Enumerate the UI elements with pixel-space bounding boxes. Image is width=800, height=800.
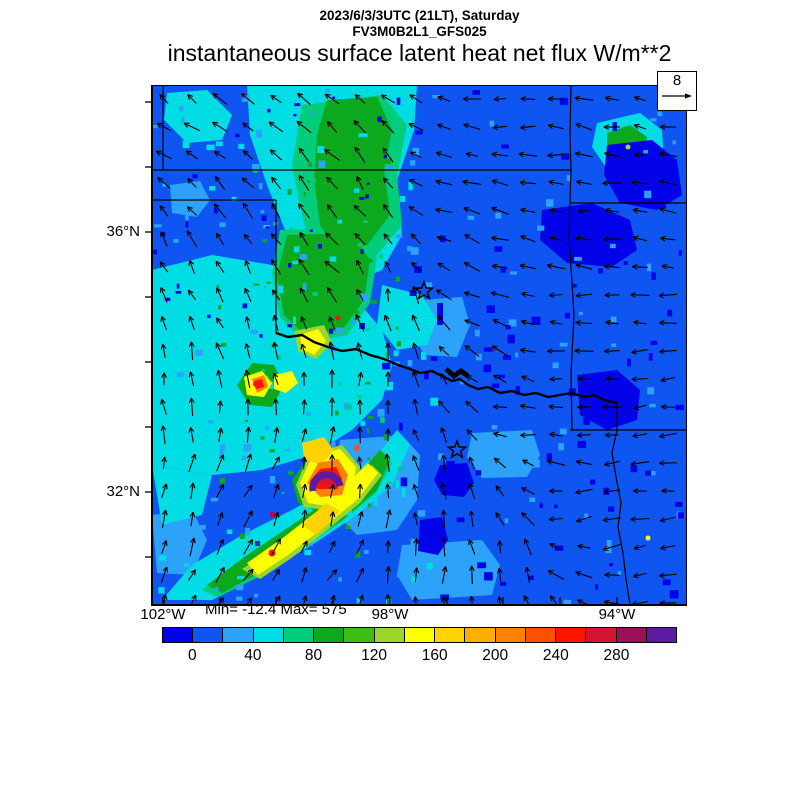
- colorbar-tick-label: 240: [542, 647, 569, 664]
- heatmap-spots: [253, 144, 651, 557]
- colorbar-cell: [282, 627, 315, 643]
- lat-axis-label: 36°N: [106, 223, 140, 240]
- run-datetime-label: 2023/6/3/3UTC (21LT), Saturday: [319, 8, 520, 23]
- map-plot: [144, 84, 688, 606]
- colorbar-cell: [615, 627, 647, 643]
- lon-axis-label: 102°W: [140, 606, 186, 623]
- model-name-label: FV3M0B2L1_GFS025: [352, 24, 487, 39]
- colorbar-tick-label: 80: [304, 647, 323, 664]
- colorbar-cell: [464, 627, 496, 643]
- colorbar-cell: [434, 627, 466, 643]
- lon-axis-label: 98°W: [371, 606, 409, 623]
- colorbar-cell: [162, 627, 194, 643]
- colorbar-cell: [192, 627, 224, 643]
- heatmap-layers: [152, 85, 687, 605]
- colorbar-cell: [313, 627, 345, 643]
- state-borders: [152, 85, 687, 605]
- lon-axis-label: 94°W: [598, 606, 636, 623]
- lat-axis-label: 32°N: [106, 483, 140, 500]
- colorbar-tick-label: 0: [187, 647, 197, 664]
- minmax-stats-label: Min= -12.4 Max= 575: [205, 601, 347, 618]
- colorbar-cell: [222, 627, 254, 643]
- colorbar-cell: [555, 627, 587, 643]
- axis-ticks: [145, 101, 618, 605]
- colorbar-cell: [524, 627, 557, 643]
- red-river: [275, 331, 618, 405]
- colorbar-tick-label: 160: [421, 647, 448, 664]
- colorbar-cell: [585, 627, 617, 643]
- colorbar-cell: [645, 627, 677, 643]
- wind-reference-legend: 8: [657, 71, 697, 111]
- plot-title: instantaneous surface latent heat net fl…: [167, 40, 672, 66]
- colorbar-cell: [494, 627, 526, 643]
- wind-vector-layer: [155, 92, 678, 605]
- colorbar-cell: [252, 627, 284, 643]
- heatmap-fields: [152, 85, 682, 600]
- star-marker: [446, 438, 468, 460]
- colorbar-cell: [373, 627, 405, 643]
- colorbar-cell: [343, 627, 375, 643]
- colorbar-cell: [403, 627, 436, 643]
- wind-reference-arrow-icon: [662, 93, 692, 99]
- wind-reference-value: 8: [672, 72, 682, 89]
- colorbar-tick-label: 40: [244, 647, 262, 664]
- colorbar-tick-label: 280: [603, 647, 630, 664]
- colorbar-tick-label: 200: [482, 647, 509, 664]
- speckle-layer: [152, 88, 687, 605]
- colorbar: [162, 627, 677, 643]
- colorbar-tick-label: 120: [361, 647, 387, 664]
- star-marker: [413, 279, 435, 301]
- flux-maximum-horseshoe: [309, 471, 344, 492]
